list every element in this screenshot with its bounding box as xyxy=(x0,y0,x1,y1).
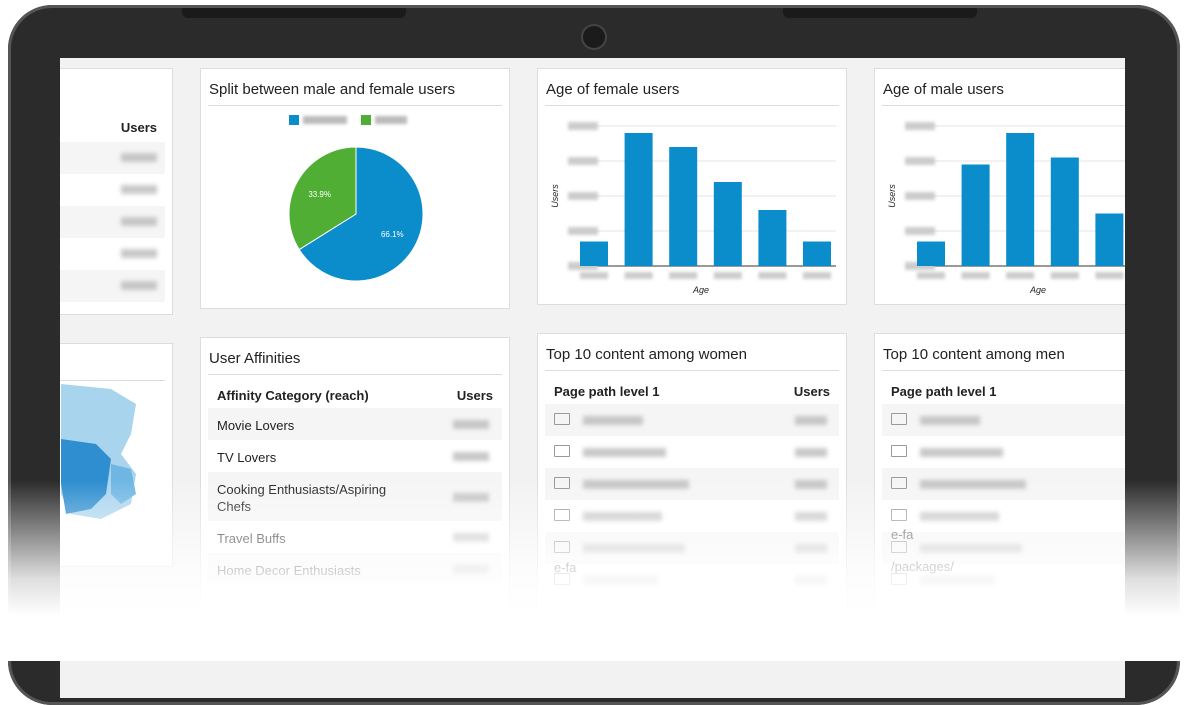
bar xyxy=(961,164,990,266)
x-tick-label-blurred xyxy=(961,272,990,279)
x-axis-label: Age xyxy=(692,285,709,295)
bar xyxy=(624,133,653,266)
bar xyxy=(580,241,608,266)
legend-swatch xyxy=(289,115,299,125)
panel: Users xyxy=(60,68,173,315)
blurred-text xyxy=(453,420,489,429)
x-tick-label-blurred xyxy=(669,272,698,279)
hinge xyxy=(783,8,977,18)
table-row xyxy=(882,404,1125,436)
blurred-text xyxy=(583,448,666,457)
legend-label-blurred xyxy=(375,116,407,124)
fade xyxy=(0,480,1190,661)
bar-chart: Users Age xyxy=(550,122,836,295)
slice-label: 33.9% xyxy=(308,190,331,199)
panel-title: Split between male and female users xyxy=(209,81,455,98)
panel: Age of male users Users Age xyxy=(874,68,1125,305)
divider xyxy=(60,380,165,381)
column-header: Users xyxy=(120,120,157,135)
blurred-text xyxy=(121,217,157,226)
y-tick-label-blurred xyxy=(568,122,598,130)
hinge xyxy=(182,8,406,18)
column-header: Affinity Category (reach) xyxy=(217,388,369,403)
folder-icon xyxy=(554,413,570,425)
blurred-text xyxy=(795,416,827,425)
y-tick-label-blurred xyxy=(568,157,598,165)
pie-slice xyxy=(288,146,357,251)
panel-title: Top 10 content among men xyxy=(883,346,1065,363)
folder-icon xyxy=(891,413,907,425)
bar xyxy=(1006,133,1035,266)
bar xyxy=(1095,213,1124,266)
blurred-text xyxy=(121,153,157,162)
divider xyxy=(545,370,839,371)
divider xyxy=(882,105,1125,106)
row-label: Movie Lovers xyxy=(217,418,295,433)
table-row xyxy=(882,436,1125,468)
divider xyxy=(545,105,839,106)
divider xyxy=(208,374,502,375)
panel: Age of female users Users Age xyxy=(537,68,847,305)
x-tick-label-blurred xyxy=(624,272,653,279)
column-header: Page path level 1 xyxy=(891,384,997,399)
bar xyxy=(713,182,742,266)
y-tick-label-blurred xyxy=(905,157,935,165)
table-row xyxy=(545,436,839,468)
panel-title: User Affinities xyxy=(209,350,301,367)
y-axis-label: Users xyxy=(550,184,560,208)
divider xyxy=(882,370,1125,371)
bar xyxy=(803,241,831,266)
blurred-text xyxy=(920,416,980,425)
blurred-text xyxy=(121,281,157,290)
blurred-text xyxy=(583,416,643,425)
y-tick-label-blurred xyxy=(568,227,598,235)
y-axis-label: Users xyxy=(887,184,897,208)
column-header: Page path level 1 xyxy=(554,384,660,399)
x-tick-label-blurred xyxy=(917,272,945,279)
x-tick-label-blurred xyxy=(758,272,787,279)
blurred-text xyxy=(795,448,827,457)
x-tick-label-blurred xyxy=(1095,272,1124,279)
column-header: Users xyxy=(456,388,493,403)
slice-label: 66.1% xyxy=(381,230,404,239)
divider xyxy=(208,105,502,106)
table-row: Movie Lovers xyxy=(208,408,502,440)
bar xyxy=(1050,157,1079,266)
blurred-text xyxy=(453,452,489,461)
x-tick-label-blurred xyxy=(1050,272,1079,279)
panel-title: Age of female users xyxy=(546,81,680,98)
column-header: Users xyxy=(793,384,830,399)
blurred-text xyxy=(121,185,157,194)
pie-chart: 66.1% 33.9% xyxy=(288,115,424,282)
y-tick-label-blurred xyxy=(905,192,935,200)
folder-icon xyxy=(891,445,907,457)
table-row: TV Lovers xyxy=(208,440,502,472)
y-tick-label-blurred xyxy=(568,192,598,200)
panel: Split between male and female users 66.1%… xyxy=(200,68,510,309)
blurred-text xyxy=(121,249,157,258)
table-row xyxy=(545,404,839,436)
y-tick-label-blurred xyxy=(905,122,935,130)
x-tick-label-blurred xyxy=(803,272,831,279)
x-tick-label-blurred xyxy=(580,272,608,279)
x-tick-label-blurred xyxy=(713,272,742,279)
y-tick-label-blurred xyxy=(905,227,935,235)
panel-title: Top 10 content among women xyxy=(546,346,747,363)
legend-label-blurred xyxy=(303,116,347,124)
pie-slice xyxy=(298,146,424,282)
bar-chart: Users Age xyxy=(887,122,1125,295)
panel-title: Age of male users xyxy=(883,81,1004,98)
x-axis-label: Age xyxy=(1029,285,1046,295)
x-tick-label-blurred xyxy=(1006,272,1035,279)
folder-icon xyxy=(554,445,570,457)
camera xyxy=(581,24,607,50)
bar xyxy=(758,210,787,266)
bar xyxy=(917,241,945,266)
row-label: TV Lovers xyxy=(217,450,277,465)
legend-swatch xyxy=(361,115,371,125)
bar xyxy=(669,147,698,266)
page: Users Split between male and female users… xyxy=(0,5,1190,705)
blurred-text xyxy=(920,448,1003,457)
